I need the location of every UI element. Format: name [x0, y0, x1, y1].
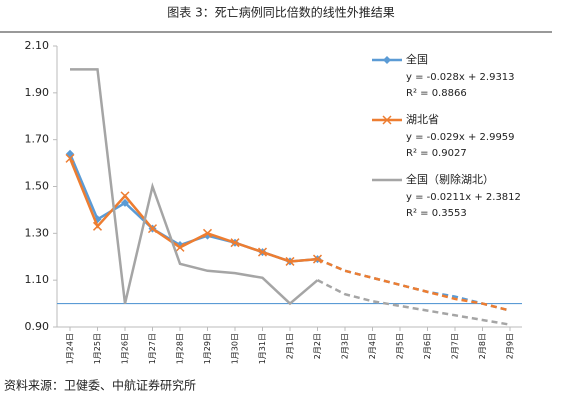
- y-tick-label: 1.50: [25, 180, 50, 193]
- point: [121, 198, 129, 207]
- x-tick-label: 2月3日: [341, 333, 350, 359]
- legend-marker: [382, 115, 392, 125]
- legend-equation: y = -0.028x + 2.9313: [406, 72, 515, 83]
- x-tick-label: 2月4日: [368, 333, 377, 359]
- x-tick-label: 2月7日: [451, 333, 460, 359]
- point: [285, 256, 295, 266]
- legend-r2: R² = 0.9027: [406, 148, 467, 159]
- series-line: [68, 153, 318, 263]
- point: [230, 238, 240, 248]
- source: 资料来源：卫健委、中航证券研究所: [4, 378, 196, 393]
- forecast-line: [317, 257, 511, 312]
- y-tick-label: 1.70: [25, 133, 50, 146]
- x-tick-label: 1月26日: [121, 333, 130, 364]
- y-tick-label: 1.90: [25, 86, 50, 99]
- y-tick-label: 1.10: [25, 273, 50, 286]
- chart-title: 图表 3：死亡病例同比倍数的线性外推结果: [167, 5, 394, 20]
- x-tick-label: 2月9日: [506, 333, 515, 359]
- legend-equation: y = -0.0211x + 2.3812: [406, 192, 521, 203]
- point: [257, 247, 268, 257]
- x-tick-label: 2月8日: [478, 333, 487, 359]
- point: [92, 221, 103, 231]
- point: [147, 224, 158, 234]
- point: [312, 254, 323, 264]
- x-tick-label: 1月31日: [258, 333, 267, 364]
- forecast-line: [317, 257, 511, 312]
- y-tick-label: 2.10: [25, 39, 50, 52]
- legend-marker: [383, 56, 391, 64]
- x-tick-label: 2月2日: [313, 333, 322, 359]
- x-tick-label: 1月27日: [148, 333, 157, 364]
- legend-label: 全国: [406, 52, 428, 66]
- point: [202, 228, 213, 238]
- x-tick-label: 1月24日: [66, 333, 75, 364]
- x-tick-label: 1月28日: [176, 333, 185, 364]
- legend-r2: R² = 0.8866: [406, 88, 467, 99]
- legend-label: 湖北省: [406, 113, 439, 126]
- legend-r2: R² = 0.3553: [406, 208, 467, 219]
- series-line: [70, 68, 319, 306]
- point: [120, 191, 130, 201]
- x-tick-label: 2月5日: [396, 333, 405, 359]
- point: [65, 153, 75, 163]
- legend-label: 全国（剔除湖北）: [406, 172, 494, 186]
- legend-equation: y = -0.029x + 2.9959: [406, 132, 515, 143]
- point: [175, 242, 185, 252]
- x-tick-label: 1月25日: [93, 333, 102, 364]
- y-tick-label: 0.90: [25, 320, 50, 333]
- x-tick-label: 1月29日: [203, 333, 212, 364]
- x-tick-label: 1月30日: [231, 333, 240, 364]
- y-tick-label: 1.30: [25, 226, 50, 239]
- series-line: [68, 157, 318, 263]
- forecast-line: [316, 279, 511, 326]
- x-tick-label: 2月1日: [286, 333, 295, 359]
- x-tick-label: 2月6日: [423, 333, 432, 359]
